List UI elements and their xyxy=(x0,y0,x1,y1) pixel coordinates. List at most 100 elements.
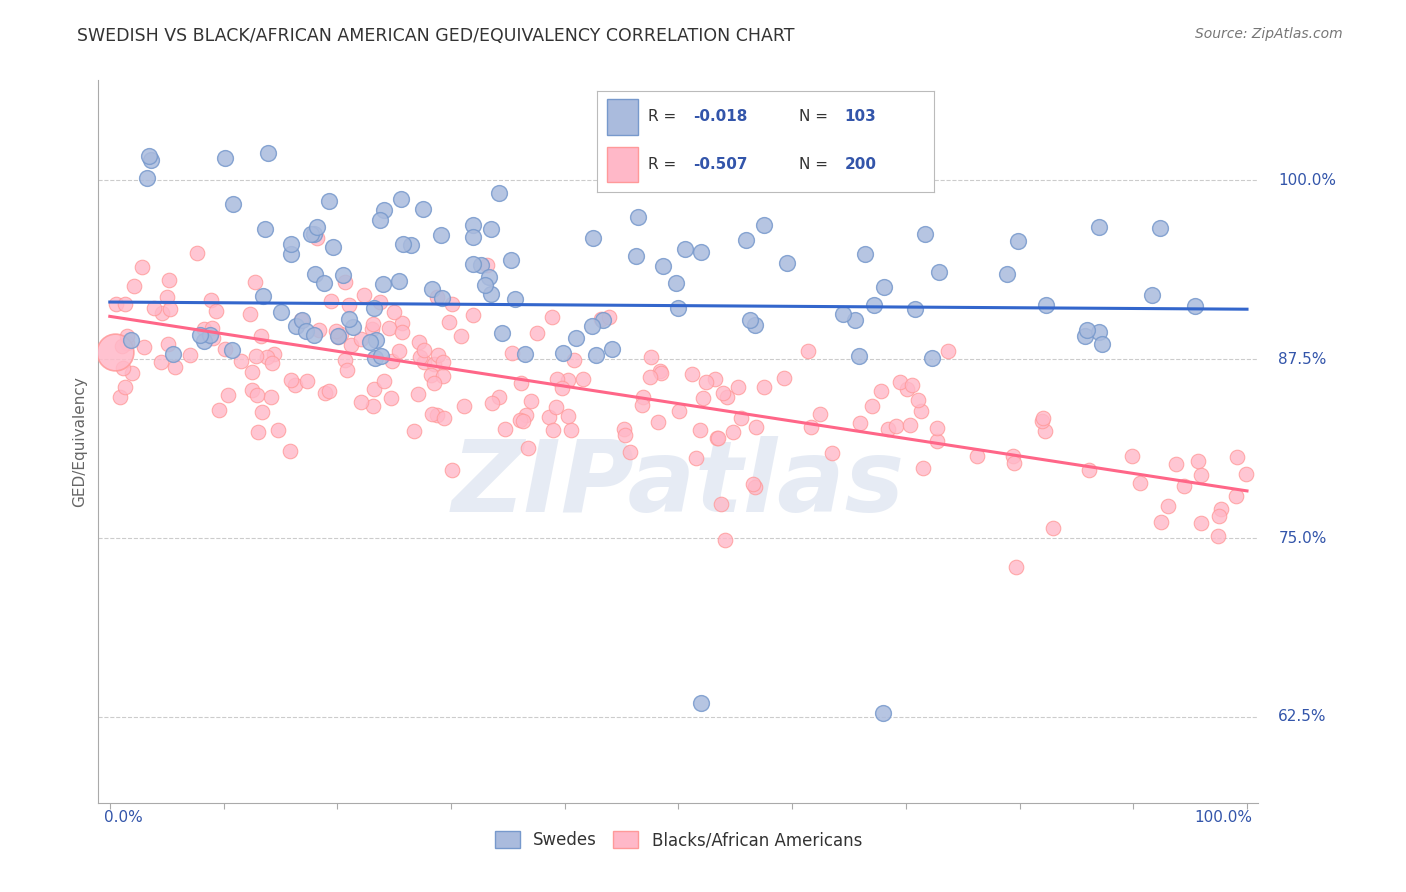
Point xyxy=(537,409,560,424)
Point xyxy=(382,305,405,319)
Point xyxy=(432,410,454,425)
Point xyxy=(252,289,274,303)
Point xyxy=(350,332,373,346)
Point xyxy=(285,319,308,334)
Point xyxy=(1150,515,1173,529)
Point xyxy=(876,421,898,435)
Point xyxy=(512,414,534,428)
Point xyxy=(453,399,475,413)
Point xyxy=(122,279,145,293)
Point xyxy=(373,375,395,389)
Point xyxy=(190,328,212,343)
Point xyxy=(520,394,543,409)
Point xyxy=(409,350,432,364)
Point xyxy=(391,325,413,339)
Point xyxy=(214,151,236,165)
Point xyxy=(280,236,302,251)
Point xyxy=(186,246,208,260)
Point xyxy=(652,259,675,273)
Point xyxy=(322,240,344,254)
Point xyxy=(111,339,134,353)
Point xyxy=(714,533,737,548)
Point xyxy=(404,424,426,438)
Point xyxy=(695,375,717,389)
Point xyxy=(901,378,924,392)
Point xyxy=(591,311,613,326)
Point xyxy=(550,381,572,395)
Point xyxy=(685,450,707,465)
Point xyxy=(342,320,364,334)
Text: 0.0%: 0.0% xyxy=(104,810,143,825)
Point xyxy=(481,396,503,410)
Point xyxy=(740,312,762,326)
Point xyxy=(730,411,752,425)
Point xyxy=(936,343,959,358)
Point xyxy=(305,219,328,234)
Point xyxy=(630,398,652,412)
Point xyxy=(260,356,283,370)
Point xyxy=(432,291,454,305)
Point xyxy=(263,347,285,361)
Point xyxy=(526,326,548,340)
Point xyxy=(1005,560,1028,574)
Point xyxy=(744,479,766,493)
Point xyxy=(432,368,454,383)
Point xyxy=(1129,475,1152,490)
Point xyxy=(412,355,434,369)
Point xyxy=(716,390,738,404)
Text: 87.5%: 87.5% xyxy=(1278,351,1327,367)
Point xyxy=(1078,463,1101,477)
Point xyxy=(138,148,160,162)
Point xyxy=(120,334,142,348)
Point xyxy=(291,313,314,327)
Point xyxy=(1033,425,1056,439)
Point xyxy=(488,186,510,200)
Point xyxy=(139,153,162,167)
Point xyxy=(479,222,502,236)
Point xyxy=(1002,456,1025,470)
Point xyxy=(163,359,186,374)
Point xyxy=(201,330,224,344)
Point xyxy=(426,290,449,304)
Point xyxy=(911,460,934,475)
Point xyxy=(391,316,413,330)
Point xyxy=(380,391,402,405)
Point xyxy=(1173,479,1195,493)
Point xyxy=(910,404,932,418)
Point xyxy=(742,477,765,491)
Point xyxy=(332,268,354,282)
Point xyxy=(692,392,714,406)
Point xyxy=(1226,450,1249,464)
Point xyxy=(1091,337,1114,351)
Point xyxy=(304,267,326,281)
Point xyxy=(598,310,620,325)
Point xyxy=(1156,499,1178,513)
Point xyxy=(270,305,292,319)
Point xyxy=(353,288,375,302)
Point xyxy=(848,349,870,363)
Point xyxy=(336,363,359,377)
Point xyxy=(1035,297,1057,311)
Point xyxy=(873,280,896,294)
Point xyxy=(515,408,537,422)
Point xyxy=(193,334,215,348)
Point xyxy=(914,227,936,242)
Point xyxy=(565,331,588,345)
Point xyxy=(844,312,866,326)
Point xyxy=(797,344,820,359)
Point xyxy=(280,246,302,260)
Point xyxy=(995,267,1018,281)
Point xyxy=(745,419,768,434)
Point xyxy=(1209,501,1232,516)
Point xyxy=(378,320,401,334)
Point xyxy=(132,341,155,355)
Point xyxy=(240,365,263,379)
Point xyxy=(304,227,326,241)
Point xyxy=(638,370,661,384)
Point xyxy=(627,211,650,225)
Point xyxy=(245,349,267,363)
Point xyxy=(104,345,127,359)
Point xyxy=(340,337,363,351)
Point xyxy=(849,417,872,431)
Point xyxy=(754,218,776,232)
